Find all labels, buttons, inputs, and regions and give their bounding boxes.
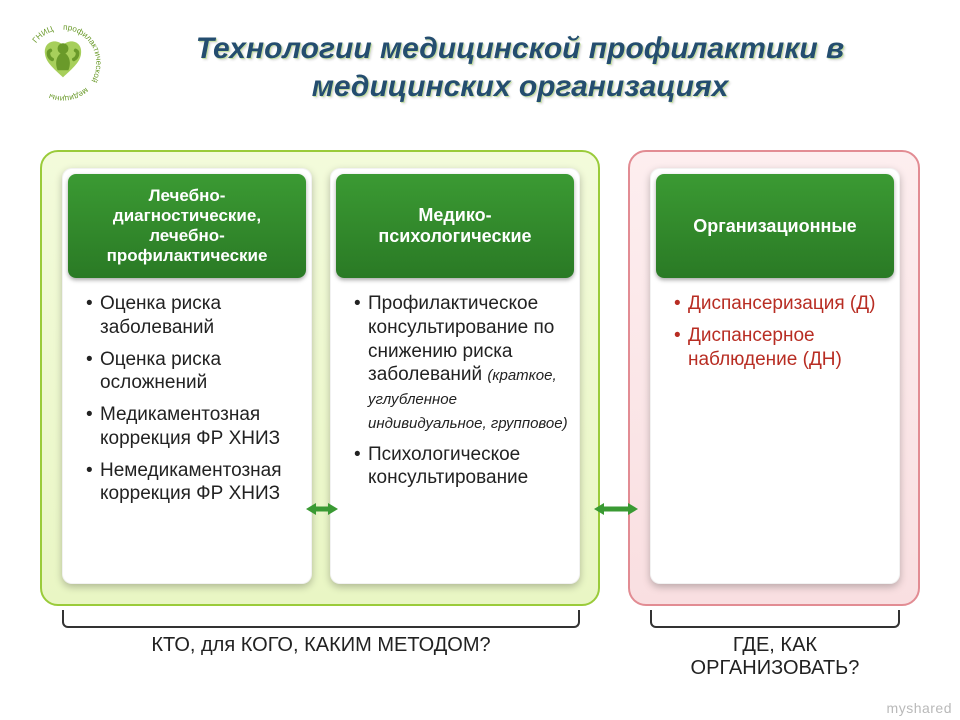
column-body: Профилактическое консультирование по сни…: [330, 278, 580, 512]
column-body: Диспансеризация (Д) Диспансерное наблюден…: [650, 278, 900, 393]
list-item: Оценка риска заболеваний: [86, 292, 302, 340]
logo-ring-text: медицины: [47, 86, 90, 104]
double-arrow-icon: [306, 500, 338, 514]
list-item-text: Оценка риска заболеваний: [100, 293, 221, 338]
org-logo: ГНИЦ профилактической медицины: [18, 18, 108, 108]
list-item: Немедикаментозная коррекция ФР ХНИЗ: [86, 459, 302, 507]
svg-text:медицины: медицины: [47, 86, 90, 104]
list-item-text: Диспансеризация (Д): [688, 293, 875, 314]
bracket-label: КТО, для КОГО, КАКИМ МЕТОДОМ?: [62, 634, 580, 657]
bracket-label: ГДЕ, КАК ОРГАНИЗОВАТЬ?: [650, 634, 900, 680]
list-item-text: Медикаментозная коррекция ФР ХНИЗ: [100, 404, 280, 449]
column-header: Организационные: [656, 174, 894, 278]
list-item-text: Диспансерное наблюдение (ДН): [688, 325, 842, 370]
bracket: [650, 610, 900, 628]
column-col3: ОрганизационныеДиспансеризация (Д)Диспан…: [650, 168, 900, 584]
list-item-text: Психологическое консультирование: [368, 444, 528, 489]
list-item: Оценка риска осложнений: [86, 348, 302, 396]
list-item-text: Оценка риска осложнений: [100, 349, 221, 394]
column-header: Медико-психологические: [336, 174, 574, 278]
page-title: Технологии медицинской профилактики в ме…: [120, 30, 920, 105]
column-body: Оценка риска заболеваний Оценка риска осл…: [62, 278, 312, 528]
column-col2: Медико-психологические Профилактическое к…: [330, 168, 580, 584]
list-item-text: Немедикаментозная коррекция ФР ХНИЗ: [100, 460, 282, 505]
list-item: Диспансеризация (Д): [674, 292, 890, 316]
column-col1: Лечебно-диагностические, лечебно-профила…: [62, 168, 312, 584]
watermark: myshared: [887, 700, 952, 716]
logo-ring-text: ГНИЦ: [31, 24, 55, 44]
column-header: Лечебно-диагностические, лечебно-профила…: [68, 174, 306, 278]
double-arrow-icon: [594, 500, 638, 514]
list-item: Медикаментозная коррекция ФР ХНИЗ: [86, 403, 302, 451]
list-item: Профилактическое консультирование по сни…: [354, 292, 570, 435]
list-item: Диспансерное наблюдение (ДН): [674, 324, 890, 372]
bracket: [62, 610, 580, 628]
svg-text:ГНИЦ: ГНИЦ: [31, 24, 55, 44]
list-item: Психологическое консультирование: [354, 443, 570, 491]
